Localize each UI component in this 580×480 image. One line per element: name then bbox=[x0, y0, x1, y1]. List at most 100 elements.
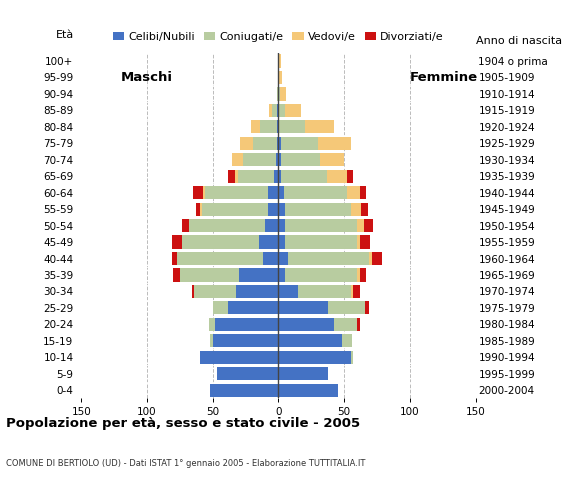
Bar bbox=[209, 318, 215, 331]
Bar bbox=[278, 169, 281, 183]
Bar bbox=[284, 186, 347, 199]
Bar bbox=[278, 153, 281, 167]
Bar bbox=[183, 219, 189, 232]
Bar bbox=[268, 203, 278, 216]
Bar bbox=[238, 169, 274, 183]
Bar bbox=[347, 186, 360, 199]
Bar bbox=[278, 186, 284, 199]
Bar bbox=[189, 219, 265, 232]
Bar bbox=[361, 203, 368, 216]
Bar bbox=[288, 252, 369, 265]
Bar bbox=[213, 301, 229, 314]
Bar bbox=[364, 219, 373, 232]
Bar bbox=[357, 318, 360, 331]
Bar bbox=[229, 301, 278, 314]
Bar bbox=[278, 120, 304, 133]
Bar bbox=[173, 268, 180, 282]
Bar bbox=[372, 252, 382, 265]
Bar bbox=[272, 104, 277, 117]
Text: Femmine: Femmine bbox=[410, 71, 478, 84]
Bar bbox=[263, 252, 278, 265]
Bar bbox=[172, 252, 177, 265]
Bar bbox=[202, 203, 268, 216]
Bar bbox=[229, 169, 235, 183]
Bar bbox=[243, 153, 276, 167]
Text: Popolazione per età, sesso e stato civile - 2005: Popolazione per età, sesso e stato civil… bbox=[6, 417, 360, 430]
Bar bbox=[304, 120, 333, 133]
Bar bbox=[278, 54, 281, 68]
Bar bbox=[278, 384, 338, 397]
Bar bbox=[281, 153, 321, 167]
Bar bbox=[253, 137, 277, 150]
Legend: Celibi/Nubili, Coniugati/e, Vedovi/e, Divorziati/e: Celibi/Nubili, Coniugati/e, Vedovi/e, Di… bbox=[108, 27, 448, 46]
Bar bbox=[191, 285, 194, 298]
Bar bbox=[318, 137, 351, 150]
Bar bbox=[285, 104, 301, 117]
Bar bbox=[357, 268, 360, 282]
Bar bbox=[277, 137, 278, 150]
Bar bbox=[298, 285, 351, 298]
Bar bbox=[259, 236, 278, 249]
Bar bbox=[235, 169, 238, 183]
Bar bbox=[357, 219, 364, 232]
Bar bbox=[278, 268, 285, 282]
Bar bbox=[351, 203, 361, 216]
Bar bbox=[277, 87, 278, 100]
Bar bbox=[193, 186, 204, 199]
Bar bbox=[278, 252, 288, 265]
Bar bbox=[347, 169, 353, 183]
Bar bbox=[278, 104, 285, 117]
Bar bbox=[278, 301, 328, 314]
Bar bbox=[285, 268, 357, 282]
Bar bbox=[278, 318, 333, 331]
Bar bbox=[360, 236, 371, 249]
Bar bbox=[180, 268, 239, 282]
Text: COMUNE DI BERTIOLO (UD) - Dati ISTAT 1° gennaio 2005 - Elaborazione TUTTITALIA.I: COMUNE DI BERTIOLO (UD) - Dati ISTAT 1° … bbox=[6, 459, 365, 468]
Bar bbox=[342, 334, 352, 348]
Bar bbox=[183, 236, 259, 249]
Bar bbox=[276, 153, 278, 167]
Bar bbox=[278, 367, 328, 380]
Bar bbox=[213, 334, 278, 348]
Bar bbox=[327, 169, 347, 183]
Bar bbox=[278, 203, 285, 216]
Bar bbox=[236, 285, 278, 298]
Bar bbox=[369, 252, 372, 265]
Bar bbox=[265, 219, 278, 232]
Bar bbox=[205, 186, 268, 199]
Bar bbox=[278, 137, 281, 150]
Bar bbox=[277, 104, 278, 117]
Bar bbox=[278, 285, 298, 298]
Bar bbox=[328, 301, 365, 314]
Bar bbox=[251, 120, 260, 133]
Bar bbox=[334, 318, 357, 331]
Bar bbox=[269, 104, 272, 117]
Bar bbox=[360, 268, 367, 282]
Bar bbox=[274, 169, 278, 183]
Bar bbox=[278, 219, 285, 232]
Bar bbox=[210, 334, 213, 348]
Text: Età: Età bbox=[56, 30, 75, 40]
Bar bbox=[204, 186, 205, 199]
Bar bbox=[194, 285, 236, 298]
Bar bbox=[285, 236, 357, 249]
Bar bbox=[278, 71, 282, 84]
Bar bbox=[351, 285, 353, 298]
Bar bbox=[353, 285, 360, 298]
Bar bbox=[200, 351, 278, 364]
Bar bbox=[281, 137, 318, 150]
Bar bbox=[281, 169, 327, 183]
Bar bbox=[278, 351, 351, 364]
Bar bbox=[215, 318, 278, 331]
Bar bbox=[278, 334, 342, 348]
Bar bbox=[260, 120, 277, 133]
Bar bbox=[278, 87, 280, 100]
Bar bbox=[321, 153, 344, 167]
Bar bbox=[268, 186, 278, 199]
Bar bbox=[357, 236, 360, 249]
Bar bbox=[240, 137, 253, 150]
Bar bbox=[277, 120, 278, 133]
Bar bbox=[172, 236, 183, 249]
Bar bbox=[200, 203, 202, 216]
Bar bbox=[351, 351, 353, 364]
